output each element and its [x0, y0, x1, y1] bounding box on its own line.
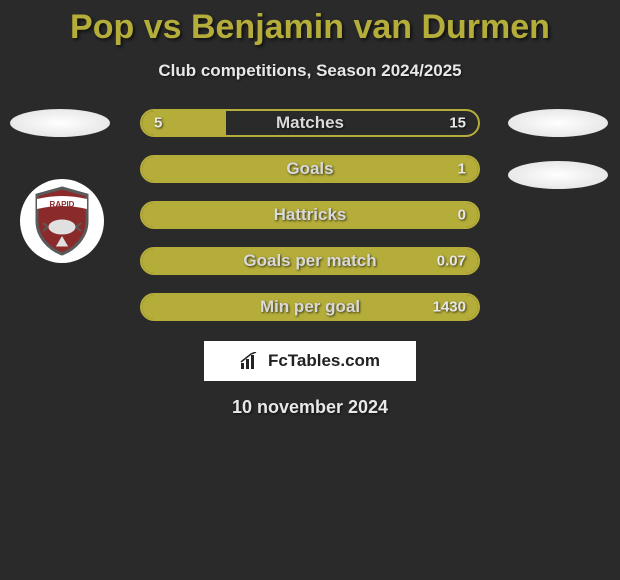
page-title: Pop vs Benjamin van Durmen [0, 8, 620, 47]
stat-bar-matches: 5 Matches 15 [140, 109, 480, 137]
stat-bar-fill [142, 295, 478, 319]
player-left-club-badge: RAPID [20, 179, 104, 263]
subtitle: Club competitions, Season 2024/2025 [0, 61, 620, 81]
stat-bar-fill [142, 203, 478, 227]
bar-chart-icon [240, 352, 262, 370]
stat-bar-goals: Goals 1 [140, 155, 480, 183]
stat-value-right: 0.07 [437, 253, 466, 270]
stat-value-right: 1 [458, 161, 466, 178]
comparison-card: Pop vs Benjamin van Durmen Club competit… [0, 0, 620, 418]
stat-bar-hattricks: Hattricks 0 [140, 201, 480, 229]
comparison-body: RAPID 5 Matches 15 Goals 1 [0, 109, 620, 321]
player-right-avatar-placeholder [508, 109, 608, 137]
stat-bar-fill [142, 249, 478, 273]
svg-text:RAPID: RAPID [50, 200, 75, 209]
stat-value-right: 1430 [433, 299, 466, 316]
stat-value-left: 5 [154, 115, 162, 132]
stat-bar-min-per-goal: Min per goal 1430 [140, 293, 480, 321]
watermark-text: FcTables.com [268, 351, 380, 371]
stat-value-right: 0 [458, 207, 466, 224]
stat-bars: 5 Matches 15 Goals 1 Hattricks 0 Goals p… [140, 109, 480, 321]
player-right-club-placeholder [508, 161, 608, 189]
stat-value-right: 15 [449, 115, 466, 132]
stat-bar-fill [142, 157, 478, 181]
watermark: FcTables.com [202, 339, 418, 383]
stat-bar-goals-per-match: Goals per match 0.07 [140, 247, 480, 275]
date-label: 10 november 2024 [0, 397, 620, 418]
rapid-shield-icon: RAPID [31, 185, 93, 257]
player-left-avatar-placeholder [10, 109, 110, 137]
